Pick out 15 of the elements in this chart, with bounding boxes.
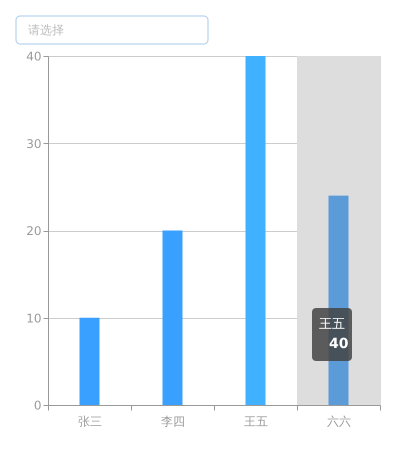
x-tick-label: 六六 — [327, 414, 351, 428]
y-tick-label: 10 — [26, 311, 42, 326]
x-tick-label: 王五 — [244, 414, 268, 428]
x-tick-label: 李四 — [161, 414, 185, 428]
y-tick-label: 20 — [26, 224, 42, 238]
y-tick-label: 30 — [26, 136, 42, 151]
annotation: 40 — [329, 336, 349, 352]
bar — [162, 230, 182, 405]
y-tick-label: 40 — [26, 50, 42, 64]
x-tick-label: 张三 — [78, 414, 102, 428]
annotation: 王五 — [319, 317, 345, 332]
bar — [246, 56, 266, 405]
bar — [80, 318, 100, 405]
text: 请选择 — [28, 23, 64, 37]
y-tick-label: 0 — [34, 398, 42, 412]
